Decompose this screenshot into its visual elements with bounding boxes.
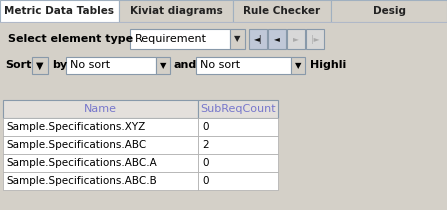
Text: Sample.Specifications.XYZ: Sample.Specifications.XYZ bbox=[6, 122, 145, 132]
Bar bbox=[3, 118, 198, 136]
Text: 0: 0 bbox=[202, 158, 208, 168]
Text: ▼: ▼ bbox=[234, 34, 241, 43]
Bar bbox=[196, 57, 291, 74]
Bar bbox=[198, 136, 278, 154]
Bar bbox=[268, 29, 286, 49]
Text: Sort: Sort bbox=[5, 60, 31, 70]
Text: Sample.Specifications.ABC.B: Sample.Specifications.ABC.B bbox=[6, 176, 157, 186]
Bar bbox=[0, 0, 119, 22]
Bar bbox=[230, 29, 245, 49]
Text: 2: 2 bbox=[202, 140, 209, 150]
Bar bbox=[3, 172, 198, 190]
Text: Sample.Specifications.ABC.A: Sample.Specifications.ABC.A bbox=[6, 158, 157, 168]
Bar bbox=[66, 57, 156, 74]
Text: 0: 0 bbox=[202, 176, 208, 186]
Bar bbox=[306, 29, 324, 49]
Text: Select element type: Select element type bbox=[8, 34, 133, 44]
Text: 0: 0 bbox=[202, 122, 208, 132]
Bar bbox=[32, 57, 48, 74]
Text: by: by bbox=[52, 60, 67, 70]
Text: No sort: No sort bbox=[200, 60, 240, 71]
Bar bbox=[130, 29, 230, 49]
Bar bbox=[249, 29, 267, 49]
Bar bbox=[198, 154, 278, 172]
Bar bbox=[198, 172, 278, 190]
Text: ▼: ▼ bbox=[36, 60, 44, 71]
Text: Rule Checker: Rule Checker bbox=[244, 6, 320, 16]
Text: Highli: Highli bbox=[310, 60, 346, 70]
Text: and: and bbox=[174, 60, 197, 70]
Text: Sample.Specifications.ABC: Sample.Specifications.ABC bbox=[6, 140, 146, 150]
Bar bbox=[3, 100, 198, 118]
Text: Name: Name bbox=[84, 104, 117, 114]
Bar bbox=[198, 118, 278, 136]
Text: ►: ► bbox=[293, 34, 299, 43]
Bar bbox=[0, 0, 447, 22]
Bar bbox=[331, 0, 447, 22]
Bar bbox=[119, 0, 233, 22]
Text: ▼: ▼ bbox=[160, 61, 166, 70]
Bar bbox=[0, 22, 447, 23]
Bar bbox=[198, 100, 278, 118]
Text: |►: |► bbox=[311, 34, 319, 43]
Bar bbox=[3, 100, 278, 190]
Bar bbox=[156, 57, 170, 74]
Bar bbox=[3, 154, 198, 172]
Text: Requirement: Requirement bbox=[135, 34, 207, 44]
Text: ▼: ▼ bbox=[295, 61, 301, 70]
Text: Desig: Desig bbox=[372, 6, 405, 16]
Text: ◄|: ◄| bbox=[254, 34, 262, 43]
Text: SubReqCount: SubReqCount bbox=[200, 104, 276, 114]
Text: ◄: ◄ bbox=[274, 34, 280, 43]
Bar bbox=[3, 136, 198, 154]
Bar bbox=[0, 23, 447, 101]
Text: Metric Data Tables: Metric Data Tables bbox=[4, 6, 114, 16]
Bar bbox=[291, 57, 305, 74]
Bar bbox=[233, 0, 331, 22]
Text: Kiviat diagrams: Kiviat diagrams bbox=[130, 6, 222, 16]
Text: No sort: No sort bbox=[70, 60, 110, 71]
Bar bbox=[287, 29, 305, 49]
